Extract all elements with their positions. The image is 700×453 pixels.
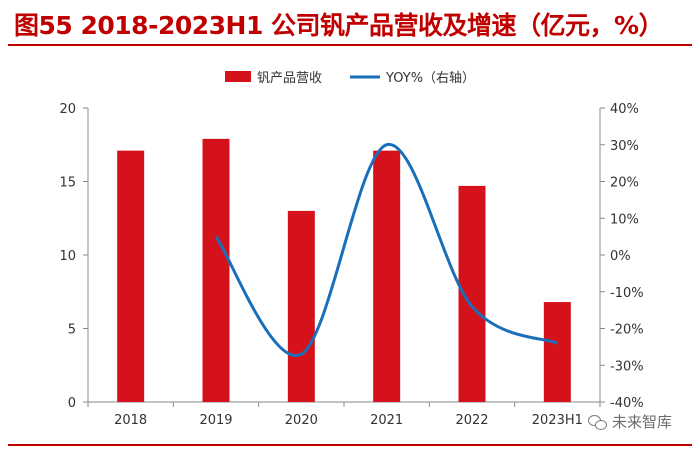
axes xyxy=(83,107,605,407)
y2-tick-label: -20% xyxy=(610,323,644,338)
tick-labels: 0 5 10 15 20 -40% -30% -20% -10% 0% 10% 20% 30% 40% 20… xyxy=(59,102,643,428)
bar xyxy=(543,302,571,402)
y2-tick-label: 20% xyxy=(610,176,639,191)
bars xyxy=(117,138,571,402)
y2-tick-label: 0% xyxy=(610,249,631,264)
chart-title: 图55 2018-2023H1 公司钒产品营收及增速（亿元，%） xyxy=(14,11,664,40)
y2-tick-label: 40% xyxy=(610,102,639,117)
bar xyxy=(202,138,230,402)
line-series xyxy=(214,143,558,358)
x-tick-label: 2021 xyxy=(370,413,403,428)
x-tick-label: 2022 xyxy=(455,413,488,428)
legend-bar-swatch xyxy=(225,71,251,82)
bar xyxy=(117,150,145,402)
x-tick-label: 2018 xyxy=(114,413,147,428)
yoy-line xyxy=(214,143,558,358)
watermark: 未来智库 xyxy=(588,411,672,432)
x-tick-label: 2023H1 xyxy=(532,413,583,428)
x-tick-label: 2020 xyxy=(285,413,318,428)
legend-line-label: YOY%（右轴） xyxy=(385,71,475,86)
y2-tick-label: -30% xyxy=(610,359,644,374)
bar xyxy=(287,210,315,402)
y-tick-label: 15 xyxy=(59,176,76,191)
x-tick-label: 2019 xyxy=(199,413,232,428)
y2-tick-label: -10% xyxy=(610,286,644,301)
legend-bar-label: 钒产品营收 xyxy=(257,71,322,86)
y-tick-label: 5 xyxy=(68,323,76,338)
y2-tick-label: 30% xyxy=(610,139,639,154)
y-tick-label: 20 xyxy=(59,102,76,117)
y2-tick-label: -40% xyxy=(610,396,644,411)
y-tick-label: 0 xyxy=(68,396,76,411)
bar xyxy=(373,150,401,402)
y2-tick-label: 10% xyxy=(610,212,639,227)
y-tick-label: 10 xyxy=(59,249,76,264)
watermark-text: 未来智库 xyxy=(612,413,673,431)
wechat-icon xyxy=(588,414,608,430)
legend: 钒产品营收 YOY%（右轴） xyxy=(225,71,475,86)
